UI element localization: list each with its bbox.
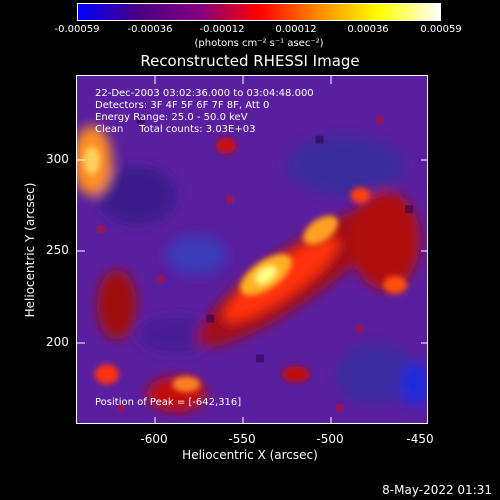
timestamp-footer: 8-May-2022 01:31 <box>382 483 492 497</box>
energy-range-annotation: Energy Range: 25.0 - 50.0 keV <box>95 112 248 123</box>
detectors-annotation: Detectors: 3F 4F 5F 6F 7F 8F, Att 0 <box>95 100 270 111</box>
x-tick-label: -450 <box>406 432 434 446</box>
x-tick-label: -500 <box>316 432 344 446</box>
x-tick-label: -600 <box>140 432 168 446</box>
peak-position-annotation: Position of Peak = [-642,316] <box>95 397 242 408</box>
y-axis-label: Heliocentric Y (arcsec) <box>23 182 37 318</box>
y-tick-label: 200 <box>46 335 69 349</box>
colorbar-tick: -0.00012 <box>199 24 245 35</box>
colorbar-tick: 0.00036 <box>347 24 389 35</box>
y-tick-label: 250 <box>46 243 69 257</box>
image-plot-area <box>76 75 428 424</box>
y-tick-label: 300 <box>46 152 69 166</box>
colorbar-tick: 0.00059 <box>420 24 462 35</box>
plot-title: Reconstructed RHESSI Image <box>140 52 360 70</box>
colorbar-tick: -0.00059 <box>54 24 100 35</box>
x-axis-label: Heliocentric X (arcsec) <box>182 448 318 462</box>
reconstructed-image-map <box>77 76 427 423</box>
clean-counts-annotation: Clean Total counts: 3.03E+03 <box>95 124 256 135</box>
time-range-annotation: 22-Dec-2003 03:02:36.000 to 03:04:48.000 <box>95 88 314 99</box>
x-tick-label: -550 <box>228 432 256 446</box>
colorbar-tick: -0.00036 <box>127 24 173 35</box>
colorbar <box>77 3 441 21</box>
colorbar-tick: 0.00012 <box>275 24 317 35</box>
colorbar-units: (photons cm⁻² s⁻¹ asec⁻²) <box>194 38 324 49</box>
axis-ticks <box>77 76 427 423</box>
